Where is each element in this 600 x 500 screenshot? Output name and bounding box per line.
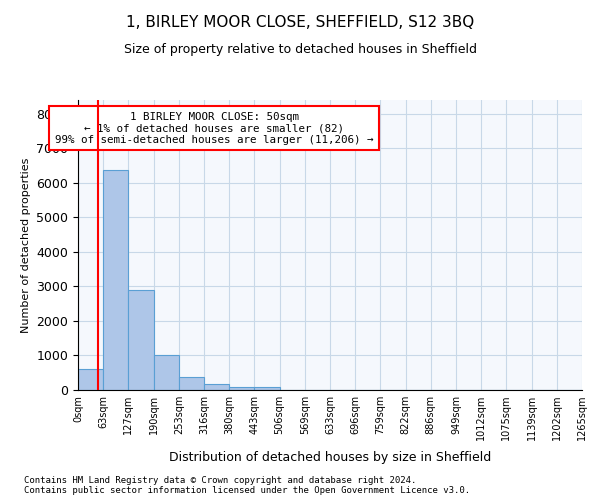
Text: 1, BIRLEY MOOR CLOSE, SHEFFIELD, S12 3BQ: 1, BIRLEY MOOR CLOSE, SHEFFIELD, S12 3BQ [126,15,474,30]
Bar [154,356,179,390]
Text: Contains HM Land Registry data © Crown copyright and database right 2024.
Contai: Contains HM Land Registry data © Crown c… [24,476,470,495]
Bar [103,170,128,390]
Y-axis label: Number of detached properties: Number of detached properties [21,158,31,332]
Bar [128,290,154,390]
Bar [78,368,103,390]
Bar [229,386,254,390]
Bar [204,384,229,390]
Bar [179,377,204,390]
Text: Size of property relative to detached houses in Sheffield: Size of property relative to detached ho… [124,42,476,56]
X-axis label: Distribution of detached houses by size in Sheffield: Distribution of detached houses by size … [169,452,491,464]
Bar [254,387,280,390]
Text: 1 BIRLEY MOOR CLOSE: 50sqm
← 1% of detached houses are smaller (82)
99% of semi-: 1 BIRLEY MOOR CLOSE: 50sqm ← 1% of detac… [55,112,373,145]
